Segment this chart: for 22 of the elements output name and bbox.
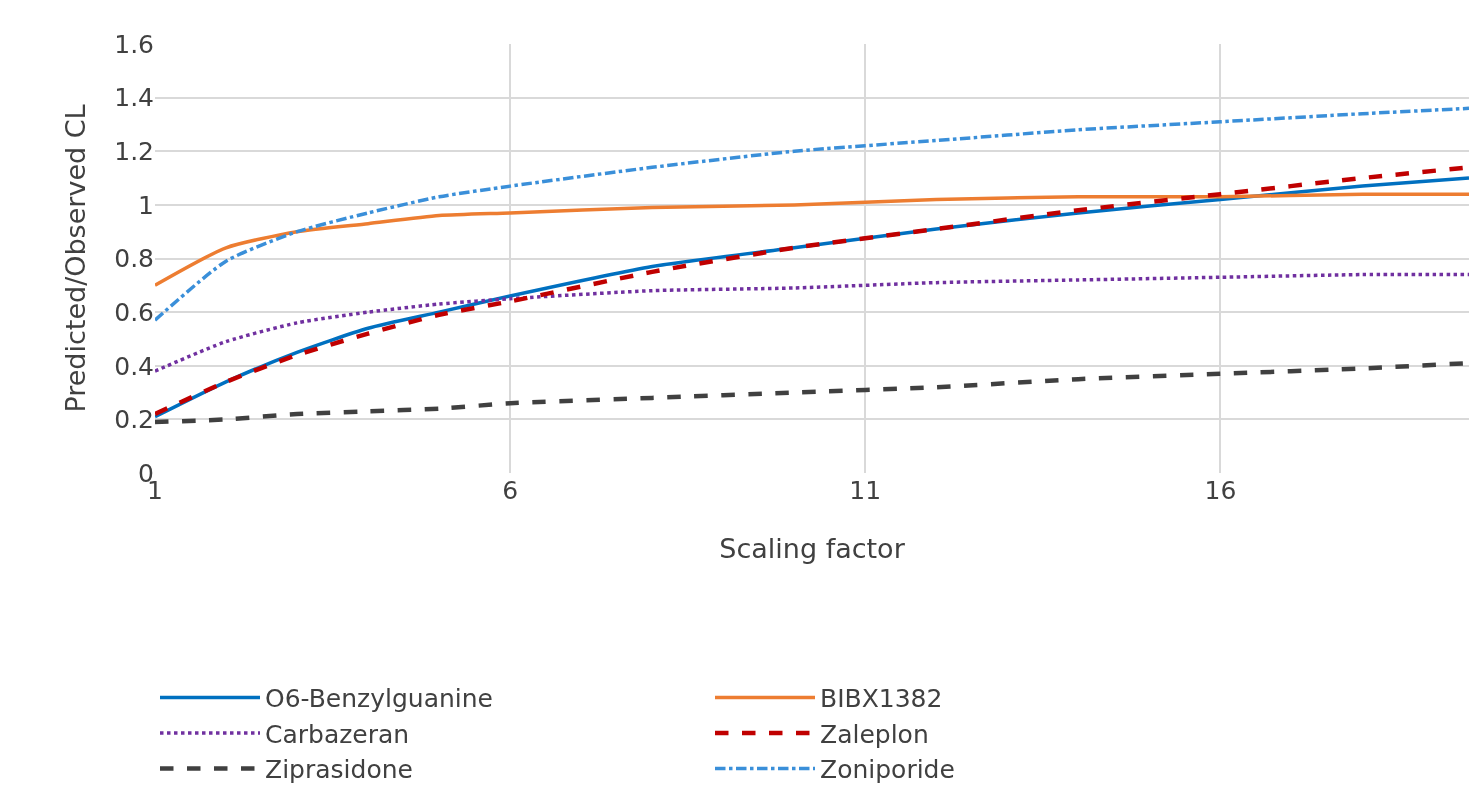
legend-label: Carbazeran xyxy=(265,719,410,749)
y-tick-label: 1 xyxy=(138,190,154,220)
x-tick-label: 6 xyxy=(502,476,519,505)
line-series xyxy=(155,272,1469,373)
y-tick-label: 1.2 xyxy=(114,137,154,166)
line-series xyxy=(155,106,1469,322)
y-axis-title: Predicted/Observed CL xyxy=(60,104,92,413)
y-tick-label: 1.4 xyxy=(114,83,154,113)
legend-label: Zaleplon xyxy=(820,719,929,749)
legend-label: BIBX1382 xyxy=(820,684,943,714)
x-tick-label: 16 xyxy=(1204,476,1237,505)
x-tick-label: 11 xyxy=(849,476,882,505)
y-tick-label: 0.6 xyxy=(114,297,154,327)
line-series xyxy=(155,192,1469,288)
y-tick-label: 0.4 xyxy=(114,351,154,381)
legend-label: O6-Benzylguanine xyxy=(265,684,494,714)
legend-label: Ziprasidone xyxy=(265,755,413,785)
y-tick-label: 0.2 xyxy=(114,405,154,435)
y-tick-label: 0.8 xyxy=(114,244,154,274)
x-axis-title: Scaling factor xyxy=(719,533,906,565)
legend-label: Zoniporide xyxy=(820,755,955,785)
y-tick-label: 1.6 xyxy=(114,29,154,59)
